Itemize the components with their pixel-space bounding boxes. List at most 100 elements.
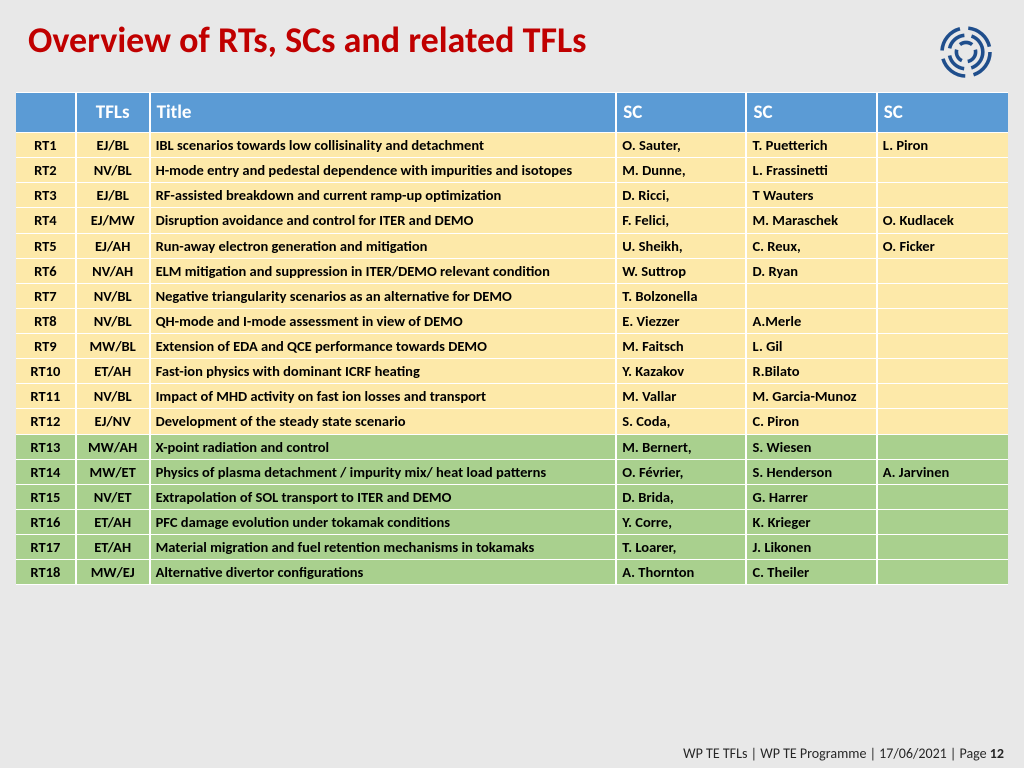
cell-tfl: EJ/BL <box>77 133 151 157</box>
cell-sc2 <box>747 284 877 308</box>
cell-rt: RT6 <box>16 259 77 283</box>
cell-title: X-point radiation and control <box>151 435 618 459</box>
cell-sc3 <box>878 560 1008 584</box>
cell-tfl: NV/ET <box>77 485 151 509</box>
cell-sc3: O. Kudlacek <box>878 208 1008 232</box>
cell-rt: RT11 <box>16 384 77 408</box>
cell-sc3 <box>878 485 1008 509</box>
cell-title: Disruption avoidance and control for ITE… <box>151 208 618 232</box>
col-header-sc1: SC <box>617 93 747 132</box>
cell-title: Impact of MHD activity on fast ion losse… <box>151 384 618 408</box>
table-row: RT11NV/BLImpact of MHD activity on fast … <box>16 384 1008 408</box>
cell-rt: RT16 <box>16 510 77 534</box>
cell-sc1: F. Felici, <box>617 208 747 232</box>
footer-text: WP TE TFLs | WP TE Programme | 17/06/202… <box>683 745 990 762</box>
table-header-row: TFLs Title SC SC SC <box>16 93 1008 132</box>
cell-title: IBL scenarios towards low collisinality … <box>151 133 618 157</box>
cell-sc1: Y. Corre, <box>617 510 747 534</box>
cell-sc2: T. Puetterich <box>747 133 877 157</box>
cell-sc1: W. Suttrop <box>617 259 747 283</box>
cell-rt: RT17 <box>16 535 77 559</box>
table-row: RT6NV/AHELM mitigation and suppression i… <box>16 259 1008 283</box>
cell-sc1: D. Ricci, <box>617 183 747 207</box>
cell-sc2: M. Maraschek <box>747 208 877 232</box>
cell-tfl: MW/AH <box>77 435 151 459</box>
cell-tfl: ET/AH <box>77 510 151 534</box>
cell-tfl: NV/BL <box>77 309 151 333</box>
cell-title: RF-assisted breakdown and current ramp-u… <box>151 183 618 207</box>
cell-title: Extrapolation of SOL transport to ITER a… <box>151 485 618 509</box>
table-row: RT12EJ/NVDevelopment of the steady state… <box>16 409 1008 433</box>
cell-sc1: T. Loarer, <box>617 535 747 559</box>
cell-title: ELM mitigation and suppression in ITER/D… <box>151 259 618 283</box>
cell-sc3 <box>878 359 1008 383</box>
cell-sc1: U. Sheikh, <box>617 234 747 258</box>
cell-tfl: NV/AH <box>77 259 151 283</box>
cell-sc3 <box>878 309 1008 333</box>
cell-sc2: M. Garcia-Munoz <box>747 384 877 408</box>
cell-sc2: T Wauters <box>747 183 877 207</box>
cell-sc1: E. Viezzer <box>617 309 747 333</box>
table-row: RT7NV/BLNegative triangularity scenarios… <box>16 284 1008 308</box>
cell-sc2: R.Bilato <box>747 359 877 383</box>
cell-tfl: NV/BL <box>77 284 151 308</box>
cell-tfl: ET/AH <box>77 535 151 559</box>
cell-sc2: K. Krieger <box>747 510 877 534</box>
cell-sc3: A. Jarvinen <box>878 460 1008 484</box>
cell-title: QH-mode and I-mode assessment in view of… <box>151 309 618 333</box>
col-header-rt <box>16 93 77 132</box>
col-header-sc2: SC <box>747 93 877 132</box>
cell-tfl: EJ/AH <box>77 234 151 258</box>
cell-tfl: MW/BL <box>77 334 151 358</box>
cell-sc3 <box>878 435 1008 459</box>
cell-rt: RT7 <box>16 284 77 308</box>
cell-sc2: C. Piron <box>747 409 877 433</box>
cell-sc1: M. Dunne, <box>617 158 747 182</box>
cell-sc1: M. Bernert, <box>617 435 747 459</box>
col-header-sc3: SC <box>878 93 1008 132</box>
cell-tfl: EJ/MW <box>77 208 151 232</box>
cell-sc3: L. Piron <box>878 133 1008 157</box>
cell-title: PFC damage evolution under tokamak condi… <box>151 510 618 534</box>
cell-rt: RT10 <box>16 359 77 383</box>
cell-rt: RT1 <box>16 133 77 157</box>
table-row: RT2NV/BLH-mode entry and pedestal depend… <box>16 158 1008 182</box>
cell-tfl: NV/BL <box>77 158 151 182</box>
cell-sc3 <box>878 510 1008 534</box>
table-row: RT10ET/AHFast-ion physics with dominant … <box>16 359 1008 383</box>
cell-rt: RT5 <box>16 234 77 258</box>
cell-title: Fast-ion physics with dominant ICRF heat… <box>151 359 618 383</box>
cell-sc1: O. Février, <box>617 460 747 484</box>
cell-sc2: A.Merle <box>747 309 877 333</box>
slide-footer: WP TE TFLs | WP TE Programme | 17/06/202… <box>683 745 1004 762</box>
cell-title: Physics of plasma detachment / impurity … <box>151 460 618 484</box>
cell-tfl: EJ/BL <box>77 183 151 207</box>
cell-rt: RT2 <box>16 158 77 182</box>
cell-sc3 <box>878 334 1008 358</box>
col-header-tfls: TFLs <box>77 93 151 132</box>
cell-sc1: M. Faitsch <box>617 334 747 358</box>
cell-rt: RT14 <box>16 460 77 484</box>
cell-sc2: D. Ryan <box>747 259 877 283</box>
cell-sc2: L. Frassinetti <box>747 158 877 182</box>
table-row: RT3EJ/BLRF-assisted breakdown and curren… <box>16 183 1008 207</box>
table-row: RT16ET/AH PFC damage evolution under tok… <box>16 510 1008 534</box>
cell-rt: RT3 <box>16 183 77 207</box>
table-row: RT14MW/ETPhysics of plasma detachment / … <box>16 460 1008 484</box>
table-row: RT1EJ/BLIBL scenarios towards low collis… <box>16 133 1008 157</box>
footer-page: 12 <box>990 745 1004 762</box>
table-row: RT15NV/ETExtrapolation of SOL transport … <box>16 485 1008 509</box>
cell-title: Run-away electron generation and mitigat… <box>151 234 618 258</box>
cell-tfl: EJ/NV <box>77 409 151 433</box>
cell-tfl: NV/BL <box>77 384 151 408</box>
slide-title: Overview of RTs, SCs and related TFLs <box>28 18 587 62</box>
cell-sc3 <box>878 409 1008 433</box>
overview-table: TFLs Title SC SC SC RT1EJ/BLIBL scenario… <box>16 92 1008 585</box>
cell-sc3 <box>878 284 1008 308</box>
cell-rt: RT13 <box>16 435 77 459</box>
cell-sc1: O. Sauter, <box>617 133 747 157</box>
cell-sc3 <box>878 384 1008 408</box>
cell-tfl: ET/AH <box>77 359 151 383</box>
cell-sc1: D. Brida, <box>617 485 747 509</box>
cell-title: H-mode entry and pedestal dependence wit… <box>151 158 618 182</box>
